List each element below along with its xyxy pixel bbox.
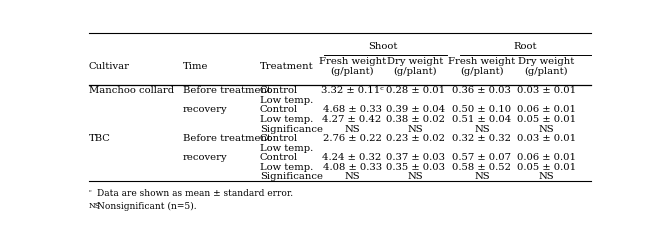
Text: 0.05 ± 0.01: 0.05 ± 0.01 [517, 162, 576, 171]
Text: Significance: Significance [260, 172, 323, 181]
Text: Low temp.: Low temp. [260, 143, 313, 152]
Text: NS: NS [344, 124, 360, 133]
Text: 0.06 ± 0.01: 0.06 ± 0.01 [517, 105, 576, 114]
Text: Nonsignificant (n=5).: Nonsignificant (n=5). [97, 201, 197, 210]
Text: Low temp.: Low temp. [260, 162, 313, 171]
Text: Shoot: Shoot [368, 41, 398, 50]
Text: NS: NS [474, 172, 490, 181]
Text: 0.57 ± 0.07: 0.57 ± 0.07 [452, 153, 512, 162]
Text: NS: NS [407, 172, 423, 181]
Text: Low temp.: Low temp. [260, 114, 313, 123]
Text: 4.68 ± 0.33: 4.68 ± 0.33 [322, 105, 381, 114]
Text: Control: Control [260, 134, 298, 142]
Text: NS: NS [344, 172, 360, 181]
Text: Control: Control [260, 153, 298, 162]
Text: 0.36 ± 0.03: 0.36 ± 0.03 [452, 86, 511, 95]
Text: 0.32 ± 0.32: 0.32 ± 0.32 [452, 134, 512, 142]
Text: 0.35 ± 0.03: 0.35 ± 0.03 [386, 162, 445, 171]
Text: 0.23 ± 0.02: 0.23 ± 0.02 [386, 134, 445, 142]
Text: ᶜ: ᶜ [89, 188, 91, 196]
Text: 4.27 ± 0.42: 4.27 ± 0.42 [322, 114, 382, 123]
Text: NS: NS [539, 124, 554, 133]
Text: Before treatment: Before treatment [183, 134, 271, 142]
Text: NS: NS [474, 124, 490, 133]
Text: 0.06 ± 0.01: 0.06 ± 0.01 [517, 153, 576, 162]
Text: 0.58 ± 0.52: 0.58 ± 0.52 [452, 162, 512, 171]
Text: TBC: TBC [89, 134, 111, 142]
Text: NS: NS [407, 124, 423, 133]
Text: Data are shown as mean ± standard error.: Data are shown as mean ± standard error. [97, 188, 293, 197]
Text: 0.03 ± 0.01: 0.03 ± 0.01 [517, 134, 576, 142]
Text: recovery: recovery [183, 105, 228, 114]
Text: 4.24 ± 0.32: 4.24 ± 0.32 [322, 153, 382, 162]
Text: Low temp.: Low temp. [260, 95, 313, 104]
Text: Dry weight
(g/plant): Dry weight (g/plant) [387, 57, 444, 76]
Text: 0.28 ± 0.01: 0.28 ± 0.01 [386, 86, 445, 95]
Text: Root: Root [513, 41, 537, 50]
Text: Control: Control [260, 105, 298, 114]
Text: 0.05 ± 0.01: 0.05 ± 0.01 [517, 114, 576, 123]
Text: Fresh weight
(g/plant): Fresh weight (g/plant) [448, 57, 516, 76]
Text: NS: NS [539, 172, 554, 181]
Text: Fresh weight
(g/plant): Fresh weight (g/plant) [318, 57, 386, 76]
Text: Control: Control [260, 86, 298, 95]
Text: Significance: Significance [260, 124, 323, 133]
Text: Before treatment: Before treatment [183, 86, 271, 95]
Text: Dry weight
(g/plant): Dry weight (g/plant) [518, 57, 575, 76]
Text: recovery: recovery [183, 153, 228, 162]
Text: Cultivar: Cultivar [89, 62, 130, 71]
Text: 0.50 ± 0.10: 0.50 ± 0.10 [452, 105, 512, 114]
Text: 0.38 ± 0.02: 0.38 ± 0.02 [386, 114, 445, 123]
Text: 0.39 ± 0.04: 0.39 ± 0.04 [386, 105, 445, 114]
Text: 3.32 ± 0.11ᶜ: 3.32 ± 0.11ᶜ [321, 86, 383, 95]
Text: 4.08 ± 0.33: 4.08 ± 0.33 [322, 162, 382, 171]
Text: Time: Time [183, 62, 209, 71]
Text: Manchoo collard: Manchoo collard [89, 86, 174, 95]
Text: NS: NS [89, 201, 101, 209]
Text: 2.76 ± 0.22: 2.76 ± 0.22 [322, 134, 381, 142]
Text: 0.37 ± 0.03: 0.37 ± 0.03 [386, 153, 445, 162]
Text: 0.03 ± 0.01: 0.03 ± 0.01 [517, 86, 576, 95]
Text: Treatment: Treatment [260, 62, 313, 71]
Text: 0.51 ± 0.04: 0.51 ± 0.04 [452, 114, 512, 123]
